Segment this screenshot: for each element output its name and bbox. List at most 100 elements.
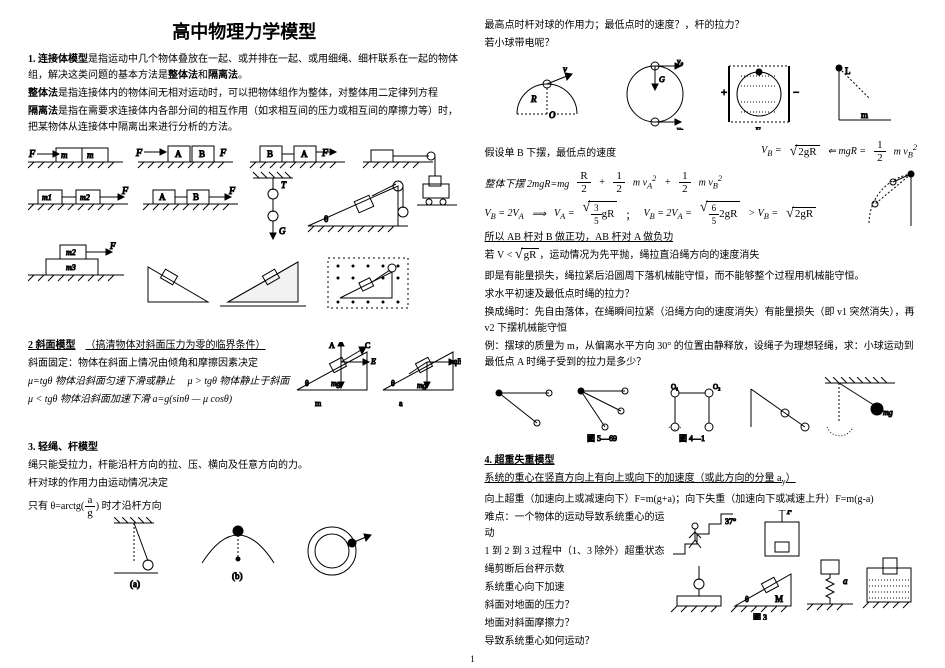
svg-text:m3: m3 xyxy=(66,263,76,272)
sec3-head: 3. 轻绳、杆模型 xyxy=(28,440,461,456)
r10: 换成绳时：先自由落体，在绳瞬间拉紧（沿绳方向的速度消失）有能量损失（即 v1 突… xyxy=(485,305,918,337)
p3-head: 隔离法 xyxy=(28,106,58,117)
svg-text:R: R xyxy=(530,94,537,104)
svg-text:m1: m1 xyxy=(42,193,52,202)
svg-text:A: A xyxy=(175,149,182,159)
p1-and: 和 xyxy=(198,70,208,81)
page-title: 高中物理力学模型 xyxy=(28,18,461,44)
svg-text:m2: m2 xyxy=(66,248,76,257)
svg-text:m: m xyxy=(61,150,68,160)
svg-text:θ: θ xyxy=(305,379,309,388)
eq1-sqrt: √2gR xyxy=(790,145,820,159)
rope-rod-svg: (a) (b) xyxy=(94,517,394,595)
fig569-svg: 图 5—69 O₁ O₂ 图 4—1 xyxy=(485,377,915,447)
connected-bodies-diagrams: F m m F A B F B A xyxy=(28,142,458,332)
sec4-l2: 向上超重（加速向上或减速向下）F=m(g+a)；向下失重（加速向下或减速上升）F… xyxy=(485,492,918,508)
svg-text:37°: 37° xyxy=(725,517,736,526)
p1: 1. 连接体模型是指运动中几个物体叠放在一起、或并排在一起、或用细绳、细杆联系在… xyxy=(28,52,461,84)
overweight-diagrams: 37° F xyxy=(667,510,917,620)
svg-text:G: G xyxy=(279,226,286,236)
rope-rod-diagrams: (a) (b) xyxy=(28,517,461,595)
svg-text:图 5—69: 图 5—69 xyxy=(587,434,617,443)
svg-text:m: m xyxy=(87,150,94,160)
p2-body: 是指连接体内的物体间无相对运动时，可以把物体组作为整体，对整体用二定律列方程 xyxy=(58,88,438,99)
p3-body: 是指在需要求连接体内各部分间的相互作用（如求相互间的压力或相互间的摩擦力等）时，… xyxy=(28,106,458,133)
svg-text:θ: θ xyxy=(391,379,395,388)
svg-text:A: A xyxy=(159,192,166,202)
p1-b2: 隔离法 xyxy=(208,70,238,81)
svg-text:qE: qE xyxy=(453,357,461,366)
eq1-pre: 假设单 B 下摆，最低点的速度 xyxy=(485,144,754,159)
fig569-row: 图 5—69 O₁ O₂ 图 4—1 xyxy=(485,377,918,447)
svg-text:T: T xyxy=(281,180,287,190)
eq2: 整体下摆 2mgR=mg R2 + 12 m vA2 + 12 m vB2 xyxy=(485,170,918,195)
svg-text:O: O xyxy=(549,110,556,120)
svg-text:G: G xyxy=(659,75,665,84)
sec3-frac-num: a xyxy=(85,494,96,507)
sec4-l3: 难点：一个物体的运动导致系统重心的运动 xyxy=(485,510,668,542)
svg-text:θ: θ xyxy=(745,595,749,604)
top-circle-diagrams: R O v v₀ G vₜ xyxy=(485,58,918,130)
svg-text:−: − xyxy=(793,87,799,99)
svg-text:E: E xyxy=(370,357,376,366)
svg-text:m: m xyxy=(861,110,868,120)
diagram-block-1: F m m F A B F B A xyxy=(28,142,461,332)
page-number: 1 xyxy=(470,654,475,664)
svg-text:F: F xyxy=(219,148,227,159)
sec4: 4. 超重失重模型 xyxy=(485,453,918,469)
svg-text:m: m xyxy=(315,399,322,408)
r6: 所以 AB 杆对 B 做正功，AB 杆对 A 做负功 xyxy=(485,230,918,246)
svg-text:F: F xyxy=(135,148,143,159)
svg-text:vₜ: vₜ xyxy=(677,125,684,130)
p1-b1: 整体法 xyxy=(168,70,198,81)
svg-text:B: B xyxy=(193,192,199,202)
svg-text:O₁: O₁ xyxy=(671,383,679,391)
svg-text:m2: m2 xyxy=(80,193,90,202)
svg-text:图 3: 图 3 xyxy=(753,613,767,620)
svg-text:F: F xyxy=(228,186,236,197)
r1: 最高点时杆对球的作用力；最低点时的速度？，杆的拉力？ xyxy=(485,18,918,34)
svg-text:M: M xyxy=(775,594,783,604)
svg-text:v: v xyxy=(563,64,567,74)
top-circles-svg: R O v v₀ G vₜ xyxy=(491,58,911,130)
r7: 若 V < √gR，运动情况为先平抛，绳拉直沿绳方向的速度消失 xyxy=(485,248,918,267)
svg-text:C: C xyxy=(365,342,370,350)
sec4-l5: 绳剪断后台秤示数 xyxy=(485,562,668,578)
r9: 求水平初速及最低点时绳的拉力？ xyxy=(485,287,918,303)
sec4-l8: 地面对斜面摩擦力？ xyxy=(485,616,668,632)
p2: 整体法是指连接体内的物体间无相对运动时，可以把物体组作为整体，对整体用二定律列方… xyxy=(28,86,461,102)
svg-text:mg: mg xyxy=(883,408,893,417)
eq3: VB = 2VA ⟹ VA = √35gR ； VB = 2VA = √652g… xyxy=(485,201,918,227)
svg-text:a: a xyxy=(399,399,403,408)
sec3-l3-pre: 只有 θ=arctg( xyxy=(28,501,84,512)
p1-end: 。 xyxy=(238,70,248,81)
r11: 例：摆球的质量为 m，从偏离水平方向 30° 的位置由静释放，设绳子为理想轻绳，… xyxy=(485,339,918,371)
sec4-head: 4. 超重失重模型 xyxy=(485,455,555,466)
svg-text:mg: mg xyxy=(331,379,341,388)
svg-text:B: B xyxy=(267,149,273,159)
incline-forces-svg: A C E mg θ mg qE θ xyxy=(291,342,461,422)
svg-text:F: F xyxy=(28,149,36,160)
quarter-arc-diagram xyxy=(863,168,923,238)
incline-force-diagrams: A C E mg θ mg qE θ xyxy=(28,342,461,422)
svg-text:A: A xyxy=(301,149,308,159)
svg-text:(b): (b) xyxy=(232,571,243,581)
sec3-l3: 只有 θ=arctg(ag) 时才沿杆方向 xyxy=(28,494,461,519)
sec4-l9: 导致系统重心如何运动？ xyxy=(485,634,668,650)
svg-text:F: F xyxy=(109,241,116,251)
svg-text:(a): (a) xyxy=(130,579,140,589)
eq1-lhs: VB = xyxy=(761,145,781,158)
r2: 若小球带电呢？ xyxy=(485,36,918,52)
svg-text:θ: θ xyxy=(324,214,328,224)
eq1-frac: 12 xyxy=(874,139,886,164)
eq1-tail: m vB2 xyxy=(894,143,917,159)
left-column: 高中物理力学模型 1. 连接体模型是指运动中几个物体叠放在一起、或并排在一起、或… xyxy=(28,18,473,658)
eq2-pre: 整体下摆 2mgR=mg xyxy=(485,175,570,190)
svg-text:E: E xyxy=(754,126,761,130)
svg-text:+: + xyxy=(721,87,727,99)
svg-text:F: F xyxy=(786,510,793,516)
svg-text:B: B xyxy=(199,149,205,159)
sec4-l6: 系统重心向下加速 xyxy=(485,580,668,596)
svg-text:O₂: O₂ xyxy=(713,383,721,391)
eq1: 假设单 B 下摆，最低点的速度 VB = √2gR ⇐ mgR = 12 m v… xyxy=(485,139,918,164)
